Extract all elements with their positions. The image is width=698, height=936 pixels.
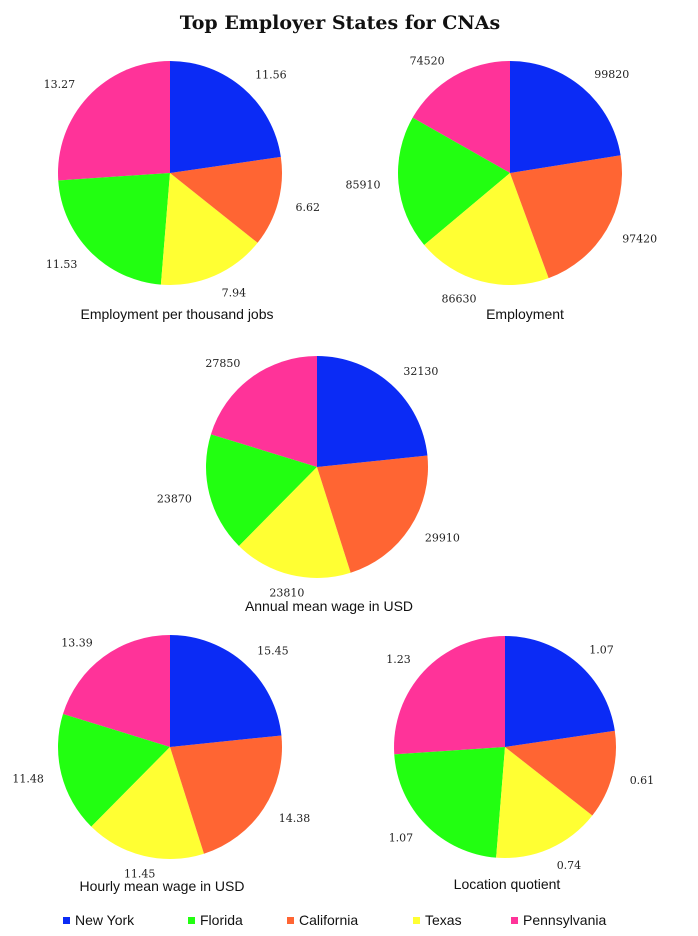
pie-slice-florida [398,117,510,245]
legend: New York Florida California Texas Pennsylvan… [63,912,606,928]
pie-slice-pennsylvania [394,636,505,755]
data-label: 74520 [410,55,445,68]
data-label: 1.07 [589,643,614,656]
pie-slice-california [317,455,429,573]
pie-slice-new-york [170,61,281,173]
data-label: 23810 [269,586,304,599]
pie-slice-florida [58,714,170,827]
legend-label-new-york: New York [75,912,135,928]
legend-label-california: California [299,912,358,928]
data-label: 15.45 [257,645,289,658]
pie-slice-new-york [317,356,428,467]
legend-swatch-florida [188,917,195,924]
data-label: 11.56 [255,69,287,82]
pie-slice-florida [205,434,317,546]
pie-slice-texas [91,747,204,859]
pie-slice-texas [238,467,351,578]
pie-slice-florida [58,173,170,285]
legend-label-florida: Florida [200,912,243,928]
pie-employment-per-thousand: Employment per thousand jobs 11.56 6.62 7.… [44,61,320,322]
data-label: 11.53 [46,258,78,271]
data-label: 0.74 [557,859,582,872]
pie-slice-florida [394,747,505,858]
data-label: 86630 [442,293,477,306]
data-label: 27850 [205,357,240,370]
pie-slice-texas [496,747,593,859]
data-label: 1.23 [386,653,411,666]
pie-slice-pennsylvania [58,61,170,181]
data-label: 23870 [157,493,192,506]
pie-location-quotient: Location quotient 1.07 0.61 0.74 1.07 1.23 [386,636,654,892]
pie-slice-texas [160,173,258,286]
data-label: 13.39 [61,636,93,649]
pie-slice-california [170,735,282,854]
data-label: 97420 [622,233,657,246]
pie-slice-pennsylvania [210,356,317,467]
legend-label-texas: Texas [425,912,462,928]
pie-slice-texas [424,173,549,285]
legend-swatch-new-york [63,917,70,924]
pie-annual-mean-wage: Annual mean wage in USD 32130 29910 23810 2… [157,356,460,614]
pie-slice-pennsylvania [62,635,170,747]
pie-employment: Employment 99820 97420 86630 85910 74520 [346,55,658,322]
legend-swatch-california [287,917,294,924]
pie-slice-new-york [510,61,621,173]
pie-caption: Annual mean wage in USD [245,598,413,614]
data-label: 11.48 [12,773,44,786]
pie-slice-california [505,730,616,816]
data-label: 99820 [594,68,629,81]
data-label: 85910 [346,179,381,192]
data-label: 29910 [425,532,460,545]
data-label: 7.94 [222,286,247,299]
pie-caption: Location quotient [454,876,561,892]
legend-swatch-texas [413,917,420,924]
pie-caption: Employment [486,306,564,322]
data-label: 13.27 [44,78,76,91]
legend-label-pennsylvania: Pennsylvania [523,912,606,928]
pie-caption: Hourly mean wage in USD [80,878,245,894]
pie-slice-new-york [170,635,282,747]
pie-caption: Employment per thousand jobs [81,306,274,322]
chart-title: Top Employer States for CNAs [180,12,500,34]
pie-hourly-mean-wage: Hourly mean wage in USD 15.45 14.38 11.45 1… [12,635,310,894]
data-label: 32130 [403,365,438,378]
legend-swatch-pennsylvania [511,917,518,924]
data-label: 0.61 [630,774,655,787]
data-label: 6.62 [296,201,321,214]
data-label: 11.45 [124,867,156,880]
pie-slice-new-york [505,636,615,747]
pie-slice-pennsylvania [412,61,510,173]
pie-slice-california [510,155,622,279]
data-label: 1.07 [389,832,414,845]
data-label: 14.38 [279,812,311,825]
pie-slice-california [170,156,282,243]
